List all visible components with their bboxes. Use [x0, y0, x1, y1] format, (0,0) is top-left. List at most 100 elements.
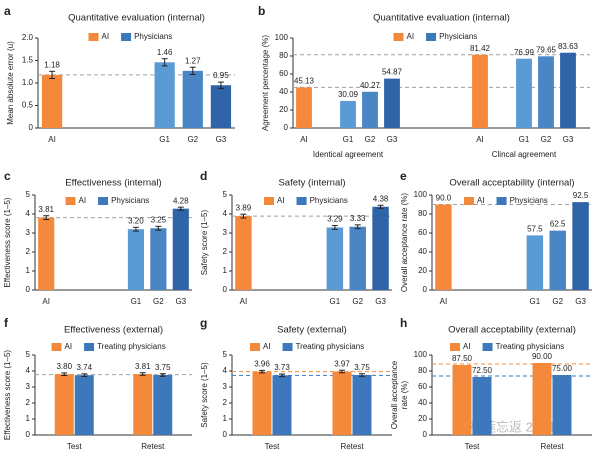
bar [150, 228, 167, 290]
value-label: 3.75 [354, 363, 370, 372]
value-label: 3.97 [334, 359, 350, 368]
x-tick-label: G1 [519, 135, 530, 144]
x-tick-label: Retest [340, 442, 364, 451]
bar [538, 56, 554, 128]
x-tick-label: G2 [365, 135, 376, 144]
value-label: 81.42 [470, 44, 491, 53]
bar [549, 230, 566, 290]
legend-swatch [264, 197, 274, 205]
y-tick-label: 0 [223, 285, 228, 294]
value-label: 3.96 [254, 359, 270, 368]
chart-title: Safety (external) [277, 325, 347, 336]
error-bar [43, 215, 50, 221]
chart-title: Overall acceptability (internal) [449, 178, 574, 189]
legend-swatch [393, 33, 404, 41]
value-label: 54.87 [382, 68, 403, 77]
x-tick-label: G3 [375, 297, 386, 306]
bar [74, 375, 94, 435]
legend-swatch [65, 197, 76, 205]
x-tick-label: AI [300, 135, 308, 144]
legend-label: Physicians [439, 32, 477, 41]
y-tick-label: 80 [418, 209, 427, 218]
y-axis-label: Mean absolute error (u) [6, 41, 15, 125]
bar [326, 227, 344, 290]
y-tick-label: 40 [418, 247, 427, 256]
x-tick-label: G1 [330, 297, 341, 306]
bar [472, 377, 492, 435]
error-bar [259, 369, 265, 374]
value-label: 40.27 [360, 81, 381, 90]
value-label: 92.5 [573, 191, 589, 200]
x-tick-label: Retest [540, 442, 564, 451]
legend-label: Physicians [111, 196, 149, 205]
error-bar [217, 81, 224, 89]
y-tick-label: 1 [26, 414, 31, 423]
bar [272, 375, 292, 435]
legend-label: AI [463, 342, 471, 351]
value-label: 87.50 [452, 354, 473, 363]
value-label: 3.74 [76, 363, 92, 372]
error-bar [189, 66, 196, 75]
x-tick-label: G2 [552, 297, 563, 306]
x-tick-label: AI [476, 135, 484, 144]
legend-swatch [426, 33, 437, 41]
error-bar [377, 204, 384, 209]
value-label: 3.33 [350, 214, 366, 223]
x-tick-label: G1 [131, 297, 142, 306]
legend-swatch [51, 343, 62, 351]
y-tick-label: 1 [223, 414, 228, 423]
y-axis-label: rate (%) [400, 380, 409, 409]
legend-swatch [98, 197, 109, 205]
chart-title: Effectiveness (external) [64, 325, 163, 336]
legend-label: Treating physicians [296, 342, 365, 351]
value-label: 75.00 [552, 364, 573, 373]
bar [372, 206, 389, 290]
bar [472, 54, 488, 128]
x-tick-label: G1 [343, 135, 354, 144]
group-label: Identical agreement [313, 150, 384, 159]
y-tick-label: 5 [223, 350, 228, 359]
value-label: 0.95 [213, 71, 229, 80]
legend-swatch [296, 197, 307, 205]
value-label: 79.65 [536, 45, 557, 54]
x-tick-label: G2 [153, 297, 164, 306]
x-tick-label: G3 [563, 135, 574, 144]
y-tick-label: 0 [26, 430, 31, 439]
value-label: 90.00 [532, 352, 553, 361]
bar [362, 91, 378, 128]
legend-label: AI [65, 342, 73, 351]
x-tick-label: G1 [159, 135, 170, 144]
bar [532, 363, 552, 435]
bar [127, 229, 145, 290]
legend-label: AI [407, 32, 415, 41]
x-tick-label: AI [42, 297, 50, 306]
y-tick-label: 2.0 [22, 33, 34, 42]
y-tick-label: 3 [26, 382, 31, 391]
error-bar [331, 225, 338, 230]
legend-swatch [464, 197, 474, 205]
value-label: 3.29 [327, 215, 343, 224]
legend-label: Physicians [134, 32, 172, 41]
legend-label: Treating physicians [496, 342, 565, 351]
bar [435, 204, 452, 290]
bar [41, 74, 63, 128]
error-bar [161, 58, 168, 67]
panel-letter: c [4, 169, 11, 183]
y-tick-label: 3 [223, 382, 228, 391]
chart-title: Effectiveness (internal) [65, 178, 161, 189]
bar [172, 208, 189, 290]
panel-letter: g [200, 316, 207, 330]
y-tick-label: 4 [26, 366, 31, 375]
value-label: 45.13 [294, 76, 315, 85]
y-axis-label: Overall acceptance [390, 360, 399, 429]
y-tick-label: 1.0 [22, 78, 34, 87]
x-tick-label: AI [48, 135, 56, 144]
y-tick-label: 100 [414, 190, 428, 199]
value-label: 76.99 [514, 48, 535, 57]
x-tick-label: G2 [187, 135, 198, 144]
y-tick-label: 60 [418, 382, 427, 391]
y-tick-label: 0 [29, 123, 34, 132]
error-bar [49, 70, 56, 79]
y-tick-label: 1 [26, 266, 31, 275]
